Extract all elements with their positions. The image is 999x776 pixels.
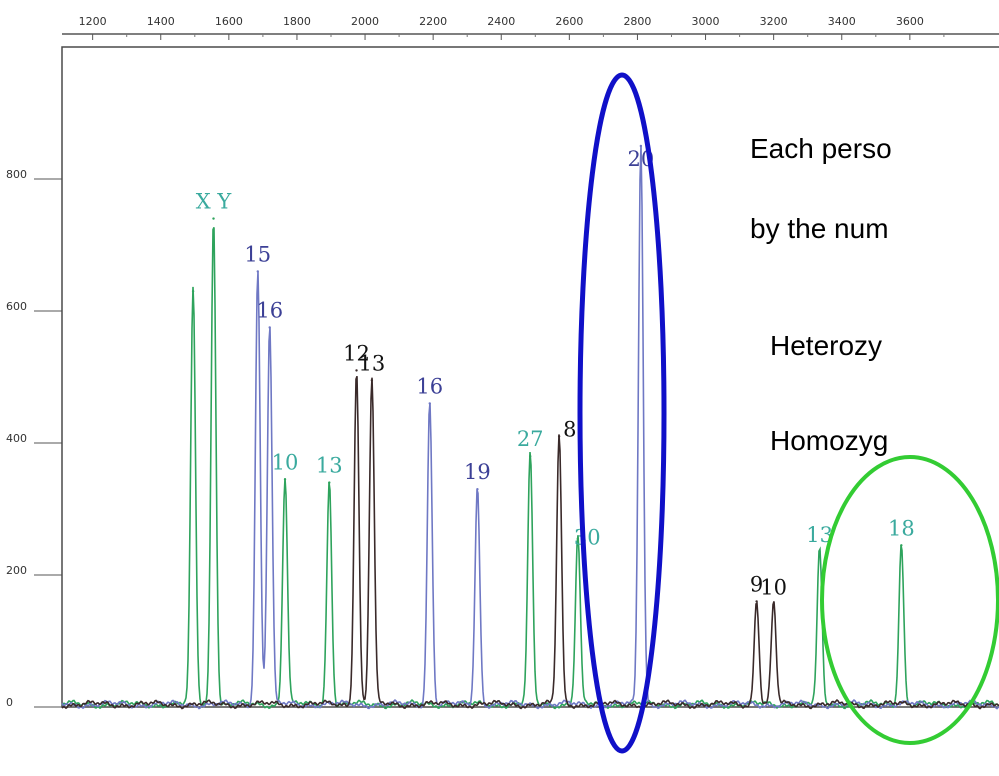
series-1-peak-0 <box>256 270 259 273</box>
x-tick-label-12: 3600 <box>896 15 924 28</box>
series-2-peak-1 <box>370 379 374 382</box>
series-2-peak-label-0: 12 <box>343 341 370 365</box>
series-2-peak-2 <box>557 435 561 438</box>
series-0-peak-label-5: 30 <box>574 526 601 550</box>
series-2-peak-label-2: 8 <box>563 417 576 441</box>
x-tick-label-10: 3200 <box>760 15 788 28</box>
series-0-peak-5 <box>576 537 580 540</box>
annotation-text: Each perso by the num Heterozy Homozyg <box>750 133 892 456</box>
highlight-oval-green <box>820 455 999 745</box>
x-tick-label-9: 3000 <box>692 15 720 28</box>
series-0-peak-0 <box>191 290 195 293</box>
series-2-peak-0 <box>355 369 358 372</box>
series-0-peak-2 <box>283 478 287 481</box>
x-tick-label-1: 1400 <box>147 15 175 28</box>
x-tick-label-6: 2400 <box>487 15 515 28</box>
y-tick-label-4: 800 <box>6 168 27 181</box>
y-tick-label-0: 0 <box>6 696 13 709</box>
x-tick-label-8: 2800 <box>623 15 651 28</box>
series-1-trace <box>61 145 999 710</box>
series-2-peak-3 <box>755 600 758 603</box>
series-1-peak-2 <box>428 402 431 405</box>
x-tick-label-5: 2200 <box>419 15 447 28</box>
series-2-peak-label-1: 13 <box>358 351 385 375</box>
series-0-peak-7 <box>900 544 903 547</box>
series-0-trace <box>61 227 999 710</box>
x-tick-label-2: 1600 <box>215 15 243 28</box>
x-tick-label-0: 1200 <box>79 15 107 28</box>
y-tick-label-3: 600 <box>6 300 27 313</box>
series-0-peak-3 <box>328 481 331 484</box>
y-tick-label-2: 400 <box>6 432 27 445</box>
series-0-peak-4 <box>528 455 532 458</box>
annotation-line-3: Heterozy <box>770 330 882 361</box>
series-1-peak-label-0: 15 <box>244 242 271 266</box>
x-tick-label-7: 2600 <box>555 15 583 28</box>
series-1-peak-label-3: 19 <box>464 460 491 484</box>
x-tick-label-3: 1800 <box>283 15 311 28</box>
series-0-peak-label-7: 18 <box>888 516 915 540</box>
x-tick-label-4: 2000 <box>351 15 379 28</box>
x-axis: 1200 1400 1600 1800 2000 2200 2400 2600 2800 3000… <box>62 15 999 40</box>
series-0-peak-1 <box>212 217 215 220</box>
series-2-trace <box>61 375 999 710</box>
series-2-peak-label-3: 9 <box>750 572 763 596</box>
series-1-peak-3 <box>476 488 479 491</box>
annotation-line-4: Homozyg <box>770 425 888 456</box>
annotation-line-1: Each perso <box>750 133 892 164</box>
highlights <box>577 72 999 754</box>
series-0-peak-6 <box>818 550 821 554</box>
annotation-line-2: by the num <box>750 213 889 244</box>
highlight-oval-blue <box>577 72 667 754</box>
x-tick-label-11: 3400 <box>828 15 856 28</box>
series-0-peak-label-1: X Y <box>196 190 233 214</box>
y-axis: 0 200 400 600 800 <box>6 168 62 709</box>
series-2-peak-4 <box>772 603 775 606</box>
series-1-peak-label-1: 16 <box>256 299 283 323</box>
series-0-peak-label-2: 10 <box>272 450 299 474</box>
series-1-peak-4 <box>639 144 643 148</box>
y-tick-label-1: 200 <box>6 564 27 577</box>
series-1-peak-1 <box>268 326 271 329</box>
series-1-peak-label-2: 16 <box>416 374 443 398</box>
series-0-peak-label-4: 27 <box>517 427 544 451</box>
series-2-peak-label-4: 10 <box>760 576 787 600</box>
series-0-peak-label-3: 13 <box>316 454 343 478</box>
series-layer <box>61 144 999 710</box>
